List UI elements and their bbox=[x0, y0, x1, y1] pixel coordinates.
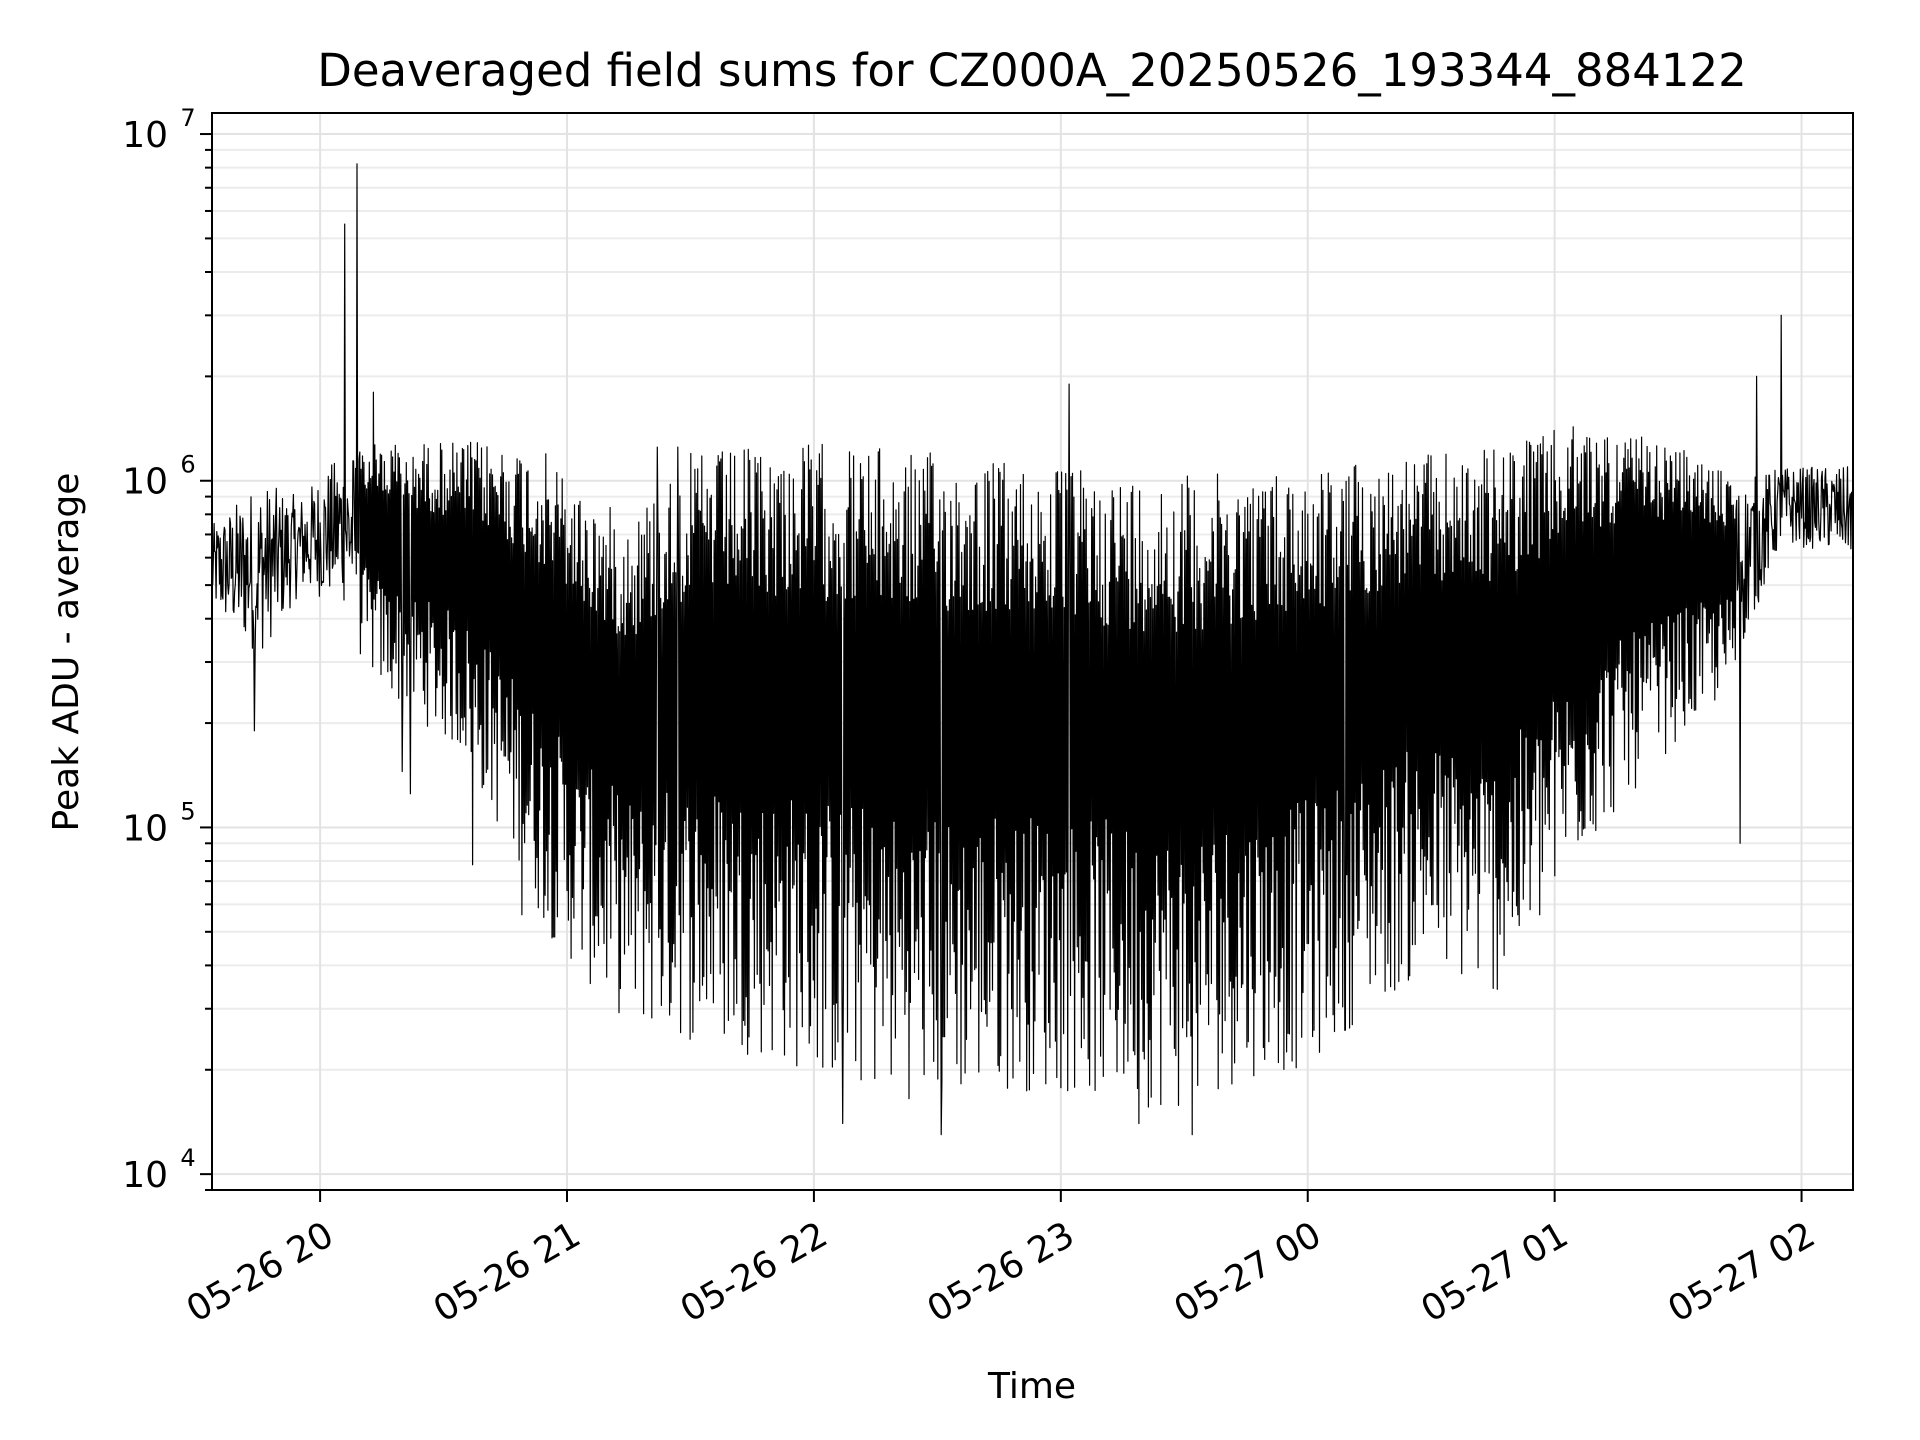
y-tick-label: 10 bbox=[122, 462, 168, 503]
y-tick-label: 10 bbox=[122, 808, 168, 849]
y-tick-exponent: 5 bbox=[180, 797, 195, 825]
y-tick-exponent: 4 bbox=[180, 1144, 195, 1172]
x-tick-label: 05-27 01 bbox=[1414, 1214, 1575, 1330]
y-tick-label: 10 bbox=[122, 115, 168, 156]
x-tick-label: 05-26 20 bbox=[180, 1214, 341, 1330]
chart-title: Deaveraged field sums for CZ000A_2025052… bbox=[317, 44, 1747, 97]
y-axis-label: Peak ADU - average bbox=[46, 473, 87, 832]
x-tick-label: 05-27 02 bbox=[1661, 1214, 1822, 1330]
x-tick-label: 05-26 21 bbox=[427, 1214, 588, 1330]
x-tick-label: 05-26 22 bbox=[674, 1214, 835, 1330]
y-tick-exponent: 6 bbox=[180, 451, 195, 479]
y-tick-exponent: 7 bbox=[180, 104, 195, 132]
x-axis-label: Time bbox=[987, 1366, 1076, 1407]
x-tick-label: 05-26 23 bbox=[921, 1214, 1082, 1330]
series-line bbox=[211, 163, 1854, 1136]
y-tick-label: 10 bbox=[122, 1155, 168, 1196]
x-tick-label: 05-27 00 bbox=[1168, 1214, 1329, 1330]
plot-frame bbox=[211, 112, 1854, 1191]
